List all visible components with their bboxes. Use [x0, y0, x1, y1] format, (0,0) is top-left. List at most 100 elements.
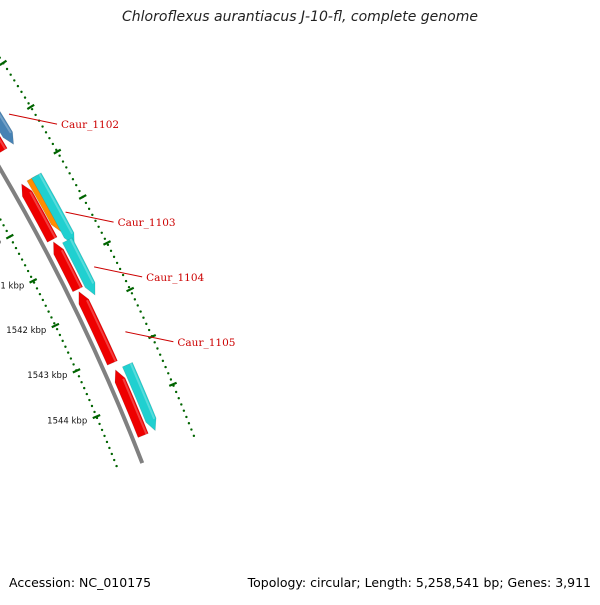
- outer-ring-dot: [48, 136, 51, 140]
- inner-ring-dot: [11, 241, 15, 244]
- outer-ring-dot: [84, 201, 88, 205]
- outer-ring-dot: [94, 219, 97, 223]
- inner-ring-dot: [2, 224, 5, 227]
- gene-labels: Caur_1099Caur_1100Caur_1101Caur_1102Caur…: [8, 113, 235, 349]
- label-leader: [125, 331, 174, 343]
- inner-ring-dot: [14, 246, 18, 250]
- outer-ring-dot: [169, 378, 173, 381]
- inner-ring-dot: [85, 392, 89, 396]
- inner-ring-dot: [35, 287, 39, 290]
- gene-bottom-red-highlight: [122, 378, 148, 435]
- outer-ring-dot: [115, 261, 119, 265]
- scale-label: 1544 kbp: [47, 416, 87, 426]
- scale-label: 1541 kbp: [0, 281, 24, 291]
- outer-ring-dot: [44, 131, 48, 134]
- inner-ring-dot: [98, 422, 101, 426]
- inner-ring-dot: [41, 298, 45, 302]
- label-leader: [65, 211, 114, 223]
- inner-ring-dot: [66, 351, 70, 354]
- inner-ring-dot: [20, 258, 24, 261]
- inner-ring-dot: [77, 375, 81, 378]
- backbone: [0, 164, 145, 464]
- outer-scale-tick: [102, 240, 112, 246]
- outer-ring-dot: [118, 267, 122, 271]
- outer-ring-dot: [139, 310, 142, 313]
- gene-bottom-red: [114, 369, 149, 438]
- outer-ring-dot: [153, 341, 156, 344]
- outer-ring-dot: [187, 422, 191, 425]
- inner-ring-dot: [53, 322, 56, 325]
- label-leader: [94, 266, 143, 278]
- inner-ring-dot: [83, 386, 86, 390]
- outer-ring-dot: [5, 67, 9, 71]
- outer-ring-dot: [177, 397, 180, 400]
- outer-scale-tick: [26, 103, 35, 110]
- outer-ring-dot: [124, 279, 128, 283]
- inner-ring-dot: [108, 446, 111, 450]
- scale-tick: [92, 413, 101, 420]
- outer-scale-tick: [126, 286, 135, 293]
- gene-bottom-cyan: [121, 362, 157, 432]
- inner-ring-dot: [110, 452, 114, 456]
- inner-ring-dot: [90, 404, 94, 408]
- outer-scale-tick: [53, 148, 62, 155]
- inner-ring-dot: [113, 458, 116, 462]
- inner-ring-dot: [88, 398, 91, 402]
- inner-ring-dot: [26, 269, 30, 273]
- outer-ring-dot: [190, 428, 193, 431]
- outer-ring-dot: [164, 365, 167, 369]
- outer-ring-dot: [127, 285, 131, 289]
- outer-ring-dot: [112, 255, 116, 259]
- gene-1103-cyan: [31, 172, 75, 246]
- accession-text: Accession: NC_010175: [9, 575, 152, 590]
- inner-ring-dot: [38, 292, 42, 296]
- gene-label: Caur_1104: [146, 272, 204, 284]
- gene-bottom-cyan-highlight: [129, 362, 156, 420]
- outer-ring-dot: [20, 90, 23, 94]
- scale-label: 1542 kbp: [6, 326, 46, 336]
- inner-ring-dot: [50, 316, 53, 319]
- outer-scale-tick: [78, 194, 87, 200]
- inner-ring-dot: [64, 345, 67, 348]
- gene-1105-red-highlight: [86, 299, 117, 362]
- scale-tick: [51, 322, 60, 329]
- inner-ring-dot: [58, 333, 62, 337]
- outer-ring-dot: [16, 84, 20, 88]
- outer-ring-dot: [68, 172, 71, 175]
- outer-ring-dot: [41, 125, 44, 128]
- gene-1104-red-highlight: [60, 249, 82, 289]
- outer-ring-dot: [161, 359, 165, 363]
- inner-ring-dot: [93, 410, 96, 414]
- scale-label: 1540 kbp: [0, 237, 1, 247]
- outer-ring-dot: [174, 390, 178, 394]
- outer-ring-dot: [158, 353, 162, 356]
- gene-1103-cyan-highlight: [38, 173, 74, 235]
- outer-ring-dot: [61, 160, 65, 163]
- outer-ring-dot: [100, 231, 103, 234]
- gene-1104-cyan-highlight: [69, 238, 95, 284]
- inner-ring-dot: [5, 229, 8, 233]
- gene-1104-red: [53, 241, 84, 293]
- outer-ring-dot: [167, 372, 170, 375]
- gene-1102-red: [0, 135, 8, 153]
- outer-ring-dot: [109, 249, 113, 253]
- outer-ring-dot: [65, 166, 68, 169]
- inner-ring-dot: [80, 380, 83, 384]
- outer-ring-dot: [97, 225, 100, 229]
- inner-ring-dot: [69, 357, 73, 360]
- inner-ring-dot: [29, 275, 33, 279]
- outer-ring-dot: [51, 142, 55, 146]
- outer-ring-dot: [78, 189, 81, 193]
- inner-ring-dot: [115, 464, 118, 468]
- gene-1103-red: [21, 183, 58, 243]
- gene-1102-steel-highlight: [0, 113, 12, 134]
- inner-ring-dot: [23, 264, 27, 267]
- outer-ring-dot: [130, 292, 134, 295]
- outer-ring-dot: [145, 322, 148, 326]
- outer-ring-dot: [185, 415, 188, 419]
- gene-1102-steel: [0, 110, 14, 145]
- map-title: Chloroflexus aurantiacus J-10-fl, comple…: [122, 9, 478, 25]
- outer-ring-dot: [0, 56, 1, 59]
